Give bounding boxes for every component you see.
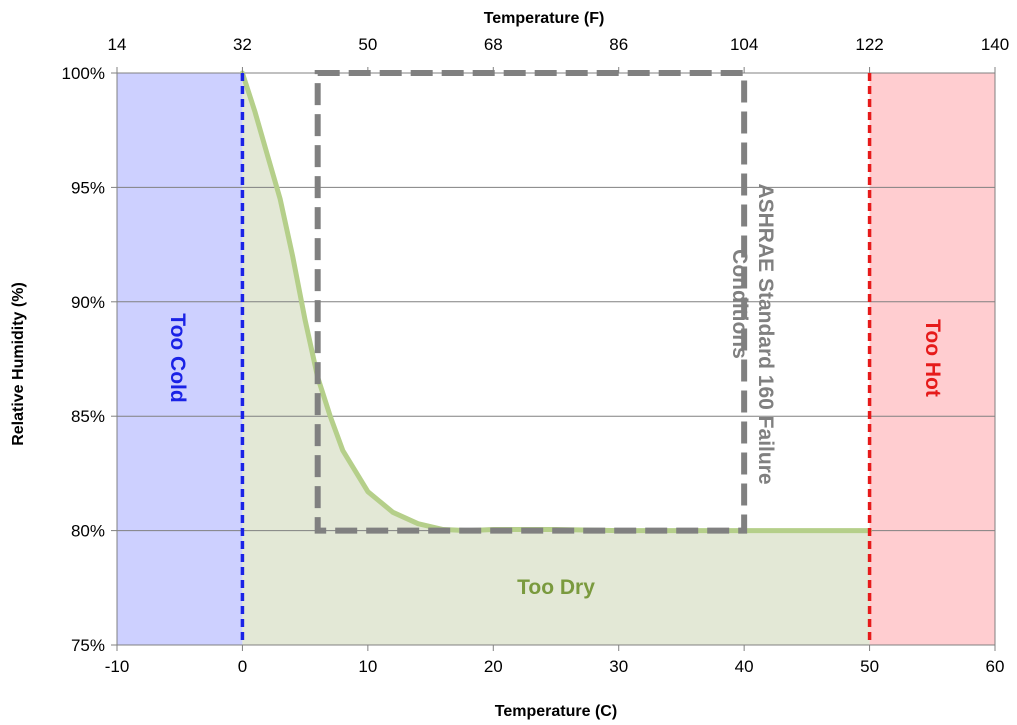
x-tick-label: 0 — [238, 657, 247, 676]
x2-axis-title: Temperature (F) — [484, 10, 605, 27]
x2-axis-ticks: 14 32 50 68 86 104 122 140 — [108, 35, 1009, 73]
too-hot-region — [869, 73, 995, 645]
x-tick-label: 20 — [484, 657, 503, 676]
too-cold-label: Too Cold — [166, 313, 189, 402]
x-tick-label: -10 — [105, 657, 130, 676]
x-tick-label: 60 — [986, 657, 1005, 676]
too-hot-label: Too Hot — [921, 319, 944, 397]
x2-tick-label: 68 — [484, 35, 503, 54]
x2-tick-label: 104 — [730, 35, 758, 54]
ashrae-label-line2: Conditions — [728, 249, 751, 359]
x-tick-label: 10 — [358, 657, 377, 676]
x2-tick-label: 122 — [855, 35, 883, 54]
y-axis-ticks: 75% 80% 85% 90% 95% 100% — [62, 64, 117, 655]
y-axis-title: Relative Humidity (%) — [10, 282, 27, 446]
ashrae-label-line1: ASHRAE Standard 160 Failure — [754, 183, 777, 484]
x-tick-label: 40 — [735, 657, 754, 676]
x2-tick-label: 50 — [358, 35, 377, 54]
y-tick-label: 100% — [62, 64, 105, 83]
y-tick-label: 75% — [71, 636, 105, 655]
ashrae-failure-box — [314, 70, 748, 534]
x-axis-title: Temperature (C) — [495, 703, 617, 720]
x2-tick-label: 14 — [108, 35, 127, 54]
y-tick-label: 80% — [71, 522, 105, 541]
x2-tick-label: 32 — [233, 35, 252, 54]
y-tick-label: 95% — [71, 178, 105, 197]
too-dry-label: Too Dry — [517, 576, 595, 599]
x-tick-label: 50 — [860, 657, 879, 676]
y-tick-label: 85% — [71, 407, 105, 426]
too-cold-region — [117, 73, 243, 645]
y-tick-label: 90% — [71, 293, 105, 312]
x2-tick-label: 86 — [609, 35, 628, 54]
x2-tick-label: 140 — [981, 35, 1009, 54]
x-axis-ticks: -10 0 10 20 30 40 50 60 — [105, 645, 1005, 676]
x-tick-label: 30 — [609, 657, 628, 676]
